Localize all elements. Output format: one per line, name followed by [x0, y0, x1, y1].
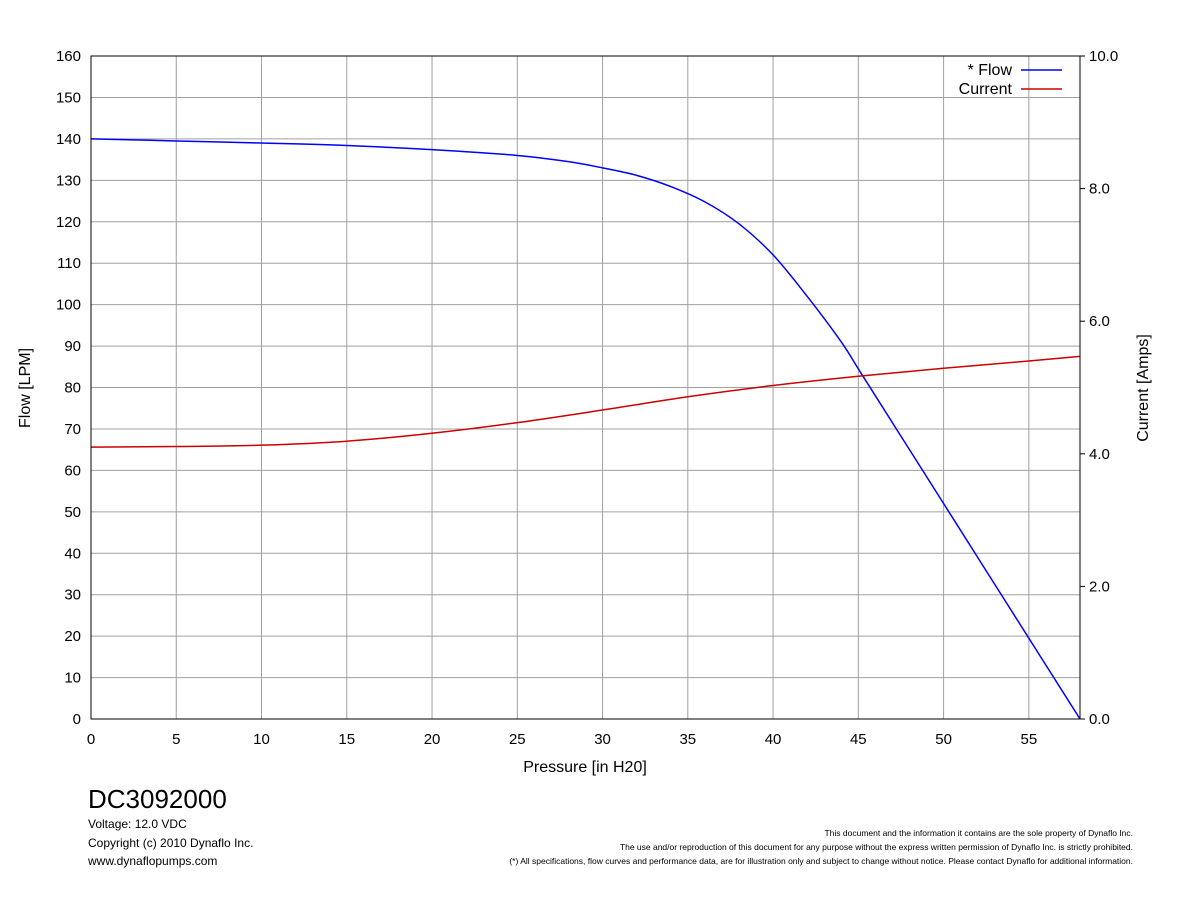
legend-label-flow: * Flow	[968, 62, 1013, 79]
x-tick-label: 30	[594, 731, 611, 748]
left-tick-label: 50	[64, 504, 81, 521]
x-tick-label: 25	[509, 731, 526, 748]
left-tick-label: 40	[64, 545, 81, 562]
left-tick-label: 20	[64, 628, 81, 645]
x-tick-label: 55	[1021, 731, 1038, 748]
model-number: DC3092000	[88, 784, 227, 814]
data-series	[90, 138, 1081, 720]
left-tick-label: 70	[64, 421, 81, 438]
left-tick-label: 60	[64, 462, 81, 479]
x-axis-label: Pressure [in H20]	[523, 759, 647, 776]
x-tick-label: 40	[765, 731, 782, 748]
left-tick-label: 90	[64, 338, 81, 355]
legal-line-2: The use and/or reproduction of this docu…	[619, 842, 1133, 852]
left-tick-label: 0	[73, 711, 81, 728]
x-tick-label: 10	[253, 731, 270, 748]
series-line-current	[90, 355, 1081, 448]
left-tick-label: 130	[56, 172, 81, 189]
left-tick-label: 140	[56, 131, 81, 148]
right-tick-label: 2.0	[1089, 578, 1110, 595]
copyright-text: Copyright (c) 2010 Dynaflo Inc.	[88, 836, 254, 850]
right-tick-label: 0.0	[1089, 711, 1110, 728]
left-tick-label: 10	[64, 670, 81, 687]
left-tick-label: 150	[56, 89, 81, 106]
x-tick-label: 45	[850, 731, 867, 748]
plot-frame	[90, 55, 1081, 720]
x-tick-label: 15	[338, 731, 355, 748]
x-tick-label: 5	[172, 731, 180, 748]
right-tick-label: 6.0	[1089, 313, 1110, 330]
left-axis-ticks: 0 10 20 30 40 50 60 70 80 90 100 110 120 130 140 150 160	[56, 48, 81, 728]
grid-lines	[90, 55, 1080, 720]
left-tick-label: 30	[64, 587, 81, 604]
left-tick-label: 110	[57, 255, 81, 272]
x-tick-label: 20	[424, 731, 441, 748]
legal-line-1: This document and the information it con…	[824, 828, 1133, 838]
performance-chart: 0 5 10 15 20 25 30 35 40 45 50 55 0 10 20 30 40 50 60 70 80…	[17, 48, 1152, 776]
right-axis-ticks: 0.0 2.0 4.0 6.0 8.0 10.0	[1080, 48, 1118, 728]
x-tick-label: 0	[87, 731, 95, 748]
left-tick-label: 80	[64, 380, 81, 397]
series-line-flow	[90, 138, 1081, 720]
right-axis-label: Current [Amps]	[1135, 334, 1152, 442]
right-tick-label: 10.0	[1089, 48, 1118, 65]
legal-line-3: (*) All specifications, flow curves and …	[509, 856, 1133, 866]
left-tick-label: 160	[56, 48, 81, 65]
website-link[interactable]: www.dynaflopumps.com	[88, 854, 218, 868]
right-tick-label: 4.0	[1089, 446, 1110, 463]
legend: * Flow Current	[959, 62, 1062, 98]
x-axis-ticks: 0 5 10 15 20 25 30 35 40 45 50 55	[87, 731, 1037, 748]
left-axis-label: Flow [LPM]	[17, 348, 34, 428]
left-tick-label: 120	[56, 214, 81, 231]
x-tick-label: 50	[935, 731, 952, 748]
left-tick-label: 100	[56, 297, 81, 314]
voltage-text: Voltage: 12.0 VDC	[88, 817, 187, 831]
legend-label-current: Current	[959, 81, 1013, 98]
right-tick-label: 8.0	[1089, 181, 1110, 198]
x-tick-label: 35	[679, 731, 696, 748]
